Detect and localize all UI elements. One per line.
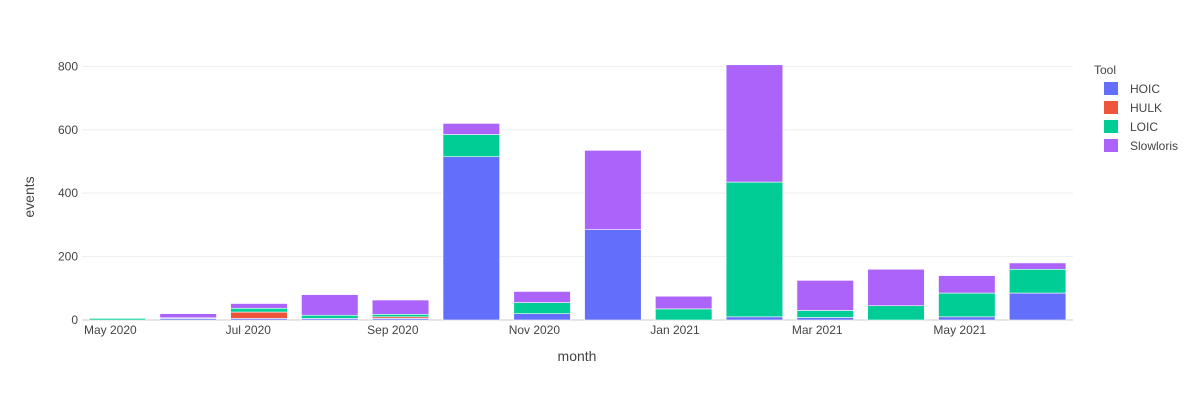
bar-segment-slowloris[interactable] [301, 294, 359, 316]
x-tick-label: Nov 2020 [509, 323, 561, 337]
x-tick-label: May 2021 [933, 323, 986, 337]
legend-swatch-loic[interactable] [1104, 120, 1118, 133]
bar-segment-loic[interactable] [371, 313, 430, 318]
x-tick-label: Mar 2021 [792, 323, 843, 337]
legend-swatch-hulk[interactable] [1104, 101, 1118, 114]
bar-segment-slowloris[interactable] [159, 313, 217, 319]
bar-segment-loic[interactable] [442, 134, 500, 158]
y-tick-label: 0 [71, 313, 78, 327]
bar-segment-slowloris[interactable] [938, 275, 996, 294]
legend-title: Tool [1094, 63, 1116, 77]
bar-segment-hoic[interactable] [442, 156, 500, 321]
y-tick-label: 600 [58, 123, 78, 137]
bar-segment-loic[interactable] [513, 302, 571, 314]
bar-segment-loic[interactable] [796, 310, 854, 318]
bar-segment-hoic[interactable] [1008, 292, 1067, 321]
bar-segment-slowloris[interactable] [655, 295, 713, 310]
axes: 0 200 400 600 800 May 2020 Jul 2020 Sep 2020 Nov… [58, 59, 986, 337]
legend-label-hoic[interactable]: HOIC [1130, 82, 1160, 96]
bar-segment-loic[interactable] [655, 308, 713, 321]
bar-segment-loic[interactable] [938, 292, 996, 318]
bar-segment-loic[interactable] [725, 181, 784, 318]
bar-segment-hulk[interactable] [230, 311, 288, 319]
bar-segment-slowloris[interactable] [371, 299, 430, 315]
legend-swatch-hoic[interactable] [1104, 82, 1118, 95]
y-tick-label: 200 [58, 250, 78, 264]
bar-segment-slowloris[interactable] [584, 150, 642, 230]
bar-segment-hoic[interactable] [796, 317, 854, 321]
legend: Tool HOIC HULK LOIC Slowloris [1094, 63, 1178, 153]
bar-segment-hoic[interactable] [725, 316, 784, 321]
legend-label-hulk[interactable]: HULK [1130, 101, 1162, 115]
x-axis-title: month [558, 348, 597, 364]
bar-segment-slowloris[interactable] [725, 64, 784, 183]
bar-segment-slowloris[interactable] [1008, 262, 1067, 270]
x-tick-label: Sep 2020 [367, 323, 419, 337]
legend-label-slowloris[interactable]: Slowloris [1130, 139, 1178, 153]
bar-segment-loic[interactable] [867, 305, 925, 321]
bar-segment-hoic[interactable] [938, 316, 996, 321]
y-tick-label: 400 [58, 186, 78, 200]
bar-segment-loic[interactable] [88, 318, 147, 321]
bars [88, 64, 1067, 321]
bar-segment-loic[interactable] [230, 307, 288, 313]
bar-segment-loic[interactable] [301, 314, 359, 319]
y-tick-label: 800 [58, 59, 78, 73]
bar-segment-slowloris[interactable] [442, 123, 500, 135]
y-axis-title: events [21, 176, 37, 217]
bar-segment-loic[interactable] [1008, 268, 1067, 294]
bar-segment-slowloris[interactable] [513, 291, 571, 303]
bar-segment-hoic[interactable] [513, 313, 571, 321]
x-tick-label: Jan 2021 [650, 323, 700, 337]
legend-swatch-slowloris[interactable] [1104, 139, 1118, 152]
bar-segment-slowloris[interactable] [230, 303, 288, 309]
bar-segment-slowloris[interactable] [796, 280, 854, 311]
x-tick-label: May 2020 [84, 323, 137, 337]
x-tick-label: Jul 2020 [226, 323, 272, 337]
bar-segment-hoic[interactable] [584, 229, 642, 321]
legend-label-loic[interactable]: LOIC [1130, 120, 1158, 134]
bar-segment-slowloris[interactable] [867, 268, 925, 307]
